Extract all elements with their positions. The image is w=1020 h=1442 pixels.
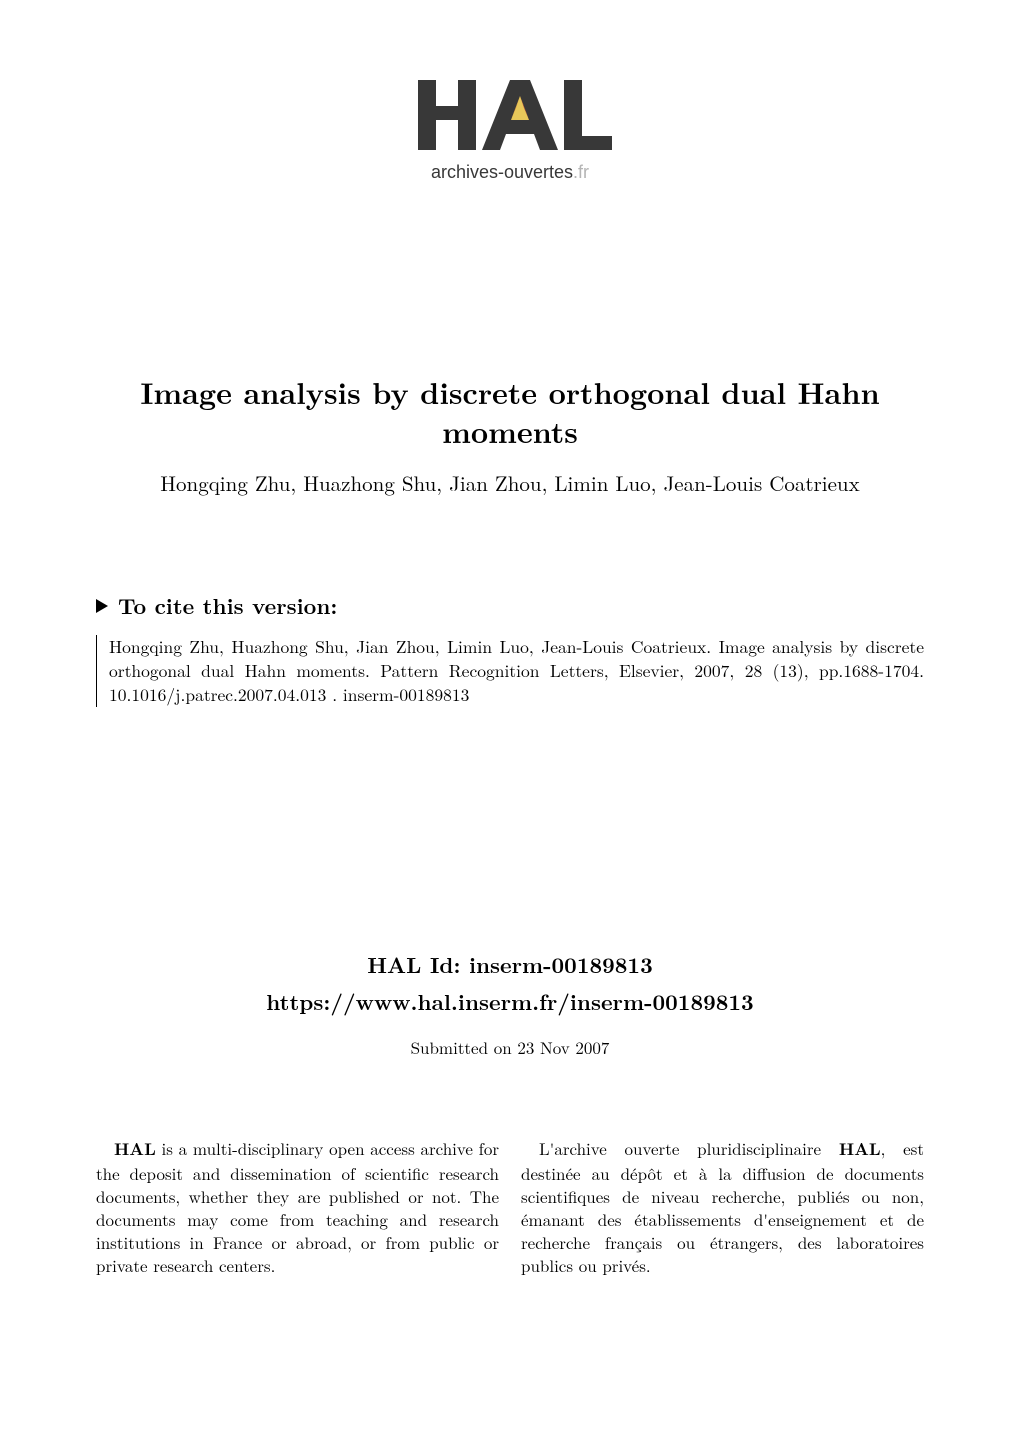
abstract-right-column: L'archive ouverte pluridisciplinaire HAL… [521, 1137, 924, 1277]
paper-title: Image analysis by discrete orthogonal du… [0, 372, 1020, 450]
submitted-line: Submitted on 23 Nov 2007 [0, 1035, 1020, 1059]
abstract-columns: HAL is a multi-disciplinary open access … [0, 1137, 1020, 1277]
hal-logo: archives-ouvertes.fr [400, 62, 620, 192]
abstract-right-prefix: L'archive ouverte pluridisciplinaire [539, 1136, 839, 1160]
cite-body: Hongqing Zhu, Huazhong Shu, Jian Zhou, L… [96, 635, 924, 707]
title-line-2: moments [442, 409, 578, 452]
triangle-right-icon [96, 599, 108, 613]
cite-section: To cite this version: Hongqing Zhu, Huaz… [0, 590, 1020, 707]
abstract-left-text: is a multi-disciplinary open access arch… [96, 1136, 499, 1277]
hal-id-line: HAL Id: inserm-00189813 [0, 949, 1020, 980]
abstract-right-para: L'archive ouverte pluridisciplinaire HAL… [521, 1137, 924, 1277]
cite-header-text: To cite this version: [118, 590, 337, 621]
logo-container: archives-ouvertes.fr [0, 0, 1020, 192]
hal-id-value: inserm-00189813 [469, 949, 653, 980]
hal-id-label: HAL Id: [367, 949, 460, 980]
svg-text:archives-ouvertes.fr: archives-ouvertes.fr [431, 162, 589, 182]
cite-header: To cite this version: [96, 590, 924, 621]
hal-url[interactable]: https://www.hal.inserm.fr/inserm-0018981… [0, 986, 1020, 1017]
abstract-left-column: HAL is a multi-disciplinary open access … [96, 1137, 499, 1277]
title-line-1: Image analysis by discrete orthogonal du… [140, 370, 879, 413]
hal-id-block: HAL Id: inserm-00189813 https://www.hal.… [0, 949, 1020, 1017]
abstract-right-bold: HAL [839, 1137, 881, 1161]
abstract-left-bold: HAL [114, 1137, 156, 1161]
hal-logo-svg: archives-ouvertes.fr [400, 62, 620, 192]
abstract-left-para: HAL is a multi-disciplinary open access … [96, 1137, 499, 1277]
paper-authors: Hongqing Zhu, Huazhong Shu, Jian Zhou, L… [0, 468, 1020, 498]
